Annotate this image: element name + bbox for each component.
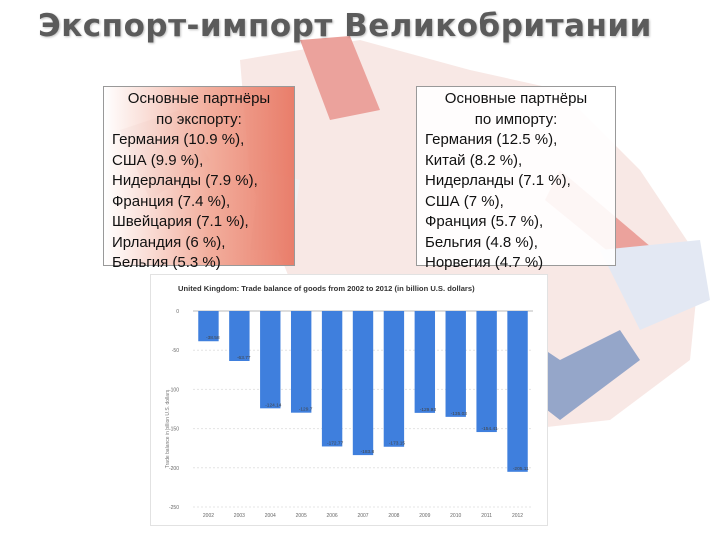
x-tick-label: 2005 bbox=[296, 513, 307, 519]
export-partner-item: Франция (7.4 %), bbox=[112, 192, 231, 210]
export-partner-item: Швейцария (7.1 %), bbox=[112, 213, 249, 230]
import-heading-line2: по импорту: bbox=[474, 110, 558, 128]
export-heading-line1: Основные партнёры bbox=[127, 90, 271, 107]
y-tick-label: -250 bbox=[169, 505, 179, 511]
chart-bar bbox=[321, 311, 343, 447]
export-partner-item: США (9.9 %), bbox=[112, 151, 204, 169]
bar-value-label: -172.77 bbox=[327, 440, 344, 446]
slide-title: Экспорт-импорт Великобритании bbox=[38, 8, 652, 44]
import-partner-item: Китай (8.2 %), bbox=[425, 151, 523, 169]
export-partner-item: Нидерланды (7.9 %), bbox=[112, 172, 258, 189]
y-tick-label: -100 bbox=[169, 387, 179, 393]
export-partner-item: Германия (10.9 %), bbox=[112, 131, 245, 148]
trade-balance-chart: United Kingdom: Trade balance of goods f… bbox=[150, 274, 548, 526]
import-partners-box: Основные партнёры по импорту: Германия (… bbox=[416, 86, 616, 271]
bar-value-label: -183.8 bbox=[361, 449, 375, 455]
x-tick-label: 2006 bbox=[327, 513, 338, 519]
x-tick-label: 2010 bbox=[450, 513, 461, 519]
bar-value-label: -38.58 bbox=[206, 335, 220, 341]
import-partner-item: США (7 %), bbox=[425, 192, 504, 210]
chart-bar bbox=[445, 311, 466, 417]
export-partners-box: Основные партнёры по экспорту: Германия … bbox=[103, 86, 295, 271]
x-tick-label: 2009 bbox=[419, 513, 430, 519]
chart-bar bbox=[229, 311, 250, 361]
chart-bar bbox=[352, 311, 374, 456]
chart-bar bbox=[198, 311, 219, 342]
bar-value-label: -135.03 bbox=[451, 411, 468, 417]
import-partner-item: Норвегия (4.7 %) bbox=[425, 254, 544, 271]
bar-value-label: -205.11 bbox=[513, 466, 529, 472]
chart-bar bbox=[260, 311, 281, 409]
x-tick-label: 2011 bbox=[481, 513, 492, 519]
y-axis-title: Trade balance in billion U.S. dollars bbox=[165, 389, 171, 468]
import-partner-item: Бельгия (4.8 %), bbox=[425, 233, 538, 251]
chart-bar bbox=[290, 311, 312, 413]
export-partner-item: Бельгия (5.3 %) bbox=[112, 254, 221, 271]
y-tick-label: -150 bbox=[169, 427, 179, 433]
y-tick-label: 0 bbox=[176, 309, 179, 315]
import-heading-line1: Основные партнёры bbox=[444, 90, 588, 107]
bar-value-label: -63.77 bbox=[237, 355, 251, 361]
bar-value-label: -129.93 bbox=[420, 407, 437, 413]
x-tick-label: 2012 bbox=[512, 513, 523, 519]
y-tick-label: -200 bbox=[169, 466, 179, 472]
import-partner-item: Франция (5.7 %), bbox=[425, 213, 544, 230]
x-tick-label: 2007 bbox=[357, 513, 368, 519]
bar-value-label: -173.15 bbox=[389, 441, 406, 447]
chart-bar bbox=[383, 311, 405, 447]
chart-bar bbox=[507, 311, 528, 472]
chart-bar bbox=[476, 311, 497, 433]
import-partner-item: Нидерланды (7.1 %), bbox=[425, 172, 571, 189]
x-tick-label: 2004 bbox=[265, 513, 276, 519]
export-heading-line2: по экспорту: bbox=[156, 110, 242, 128]
export-partner-item: Ирландия (6 %), bbox=[112, 233, 226, 251]
bar-value-label: -129.7 bbox=[299, 407, 313, 413]
import-partner-item: Германия (12.5 %), bbox=[425, 131, 558, 148]
y-tick-label: -50 bbox=[172, 348, 179, 354]
chart-plot: 0 -50 -100 -150 -200 -250 Trade balance in bil… bbox=[165, 309, 533, 519]
x-tick-label: 2008 bbox=[388, 513, 399, 519]
bar-value-label: -124.14 bbox=[265, 402, 282, 408]
x-tick-label: 2002 bbox=[203, 513, 214, 519]
chart-bar bbox=[414, 311, 436, 413]
bar-value-label: -154.41 bbox=[482, 426, 499, 432]
chart-title: United Kingdom: Trade balance of goods f… bbox=[178, 284, 475, 293]
x-tick-label: 2003 bbox=[234, 513, 245, 519]
